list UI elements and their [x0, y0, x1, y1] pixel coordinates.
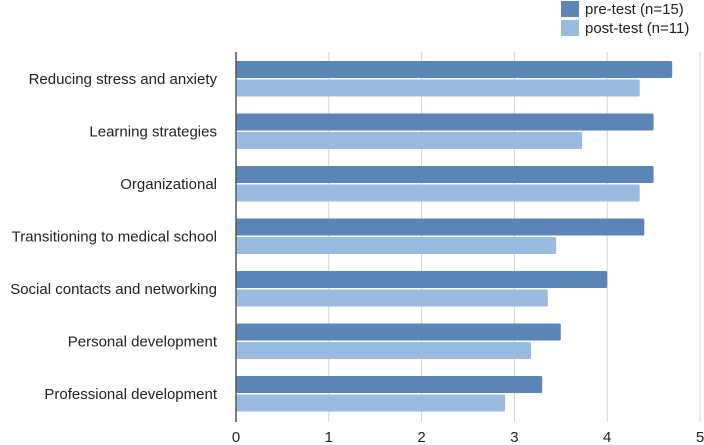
bar-post-test-1 — [236, 79, 640, 97]
bar-post-test-4 — [236, 237, 557, 254]
bar-pre-test-3 — [236, 166, 654, 183]
category-labels: Reducing stress and anxiety Learning stra… — [10, 71, 218, 403]
bar-post-test-6 — [236, 342, 532, 359]
bar-pre-test-7 — [236, 376, 543, 393]
category-label: Personal development — [68, 333, 218, 350]
category-label: Organizational — [120, 176, 217, 193]
bar-pre-test-5 — [236, 271, 608, 288]
x-tick-label: 0 — [232, 429, 240, 445]
x-tick-label: 2 — [417, 429, 425, 445]
bar-post-test-3 — [236, 184, 640, 202]
x-tick-label: 4 — [603, 429, 611, 445]
bar-pre-test-1 — [236, 61, 673, 78]
legend: pre-test (n=15) post-test (n=11) — [561, 1, 689, 37]
bar-post-test-5 — [236, 289, 548, 307]
bar-pre-test-4 — [236, 218, 645, 236]
x-tick-label: 1 — [325, 429, 333, 445]
legend-swatch-pre-test — [561, 1, 579, 17]
bar-post-test-2 — [236, 132, 583, 149]
x-tick-label: 5 — [696, 429, 704, 445]
x-axis-tick-labels: 0 1 2 3 4 5 — [232, 429, 704, 445]
bar-pre-test-2 — [236, 113, 654, 131]
legend-label-pre-test: pre-test (n=15) — [585, 1, 684, 18]
bar-post-test-7 — [236, 394, 506, 412]
category-label: Professional development — [44, 386, 217, 403]
category-label: Reducing stress and anxiety — [29, 71, 218, 88]
legend-swatch-post-test — [561, 20, 579, 36]
x-tick-label: 3 — [510, 429, 518, 445]
bars — [236, 61, 673, 412]
legend-label-post-test: post-test (n=11) — [585, 20, 689, 37]
category-label: Learning strategies — [89, 123, 217, 140]
category-label: Social contacts and networking — [10, 281, 217, 298]
category-label: Transitioning to medical school — [12, 228, 217, 245]
bar-pre-test-6 — [236, 323, 561, 341]
